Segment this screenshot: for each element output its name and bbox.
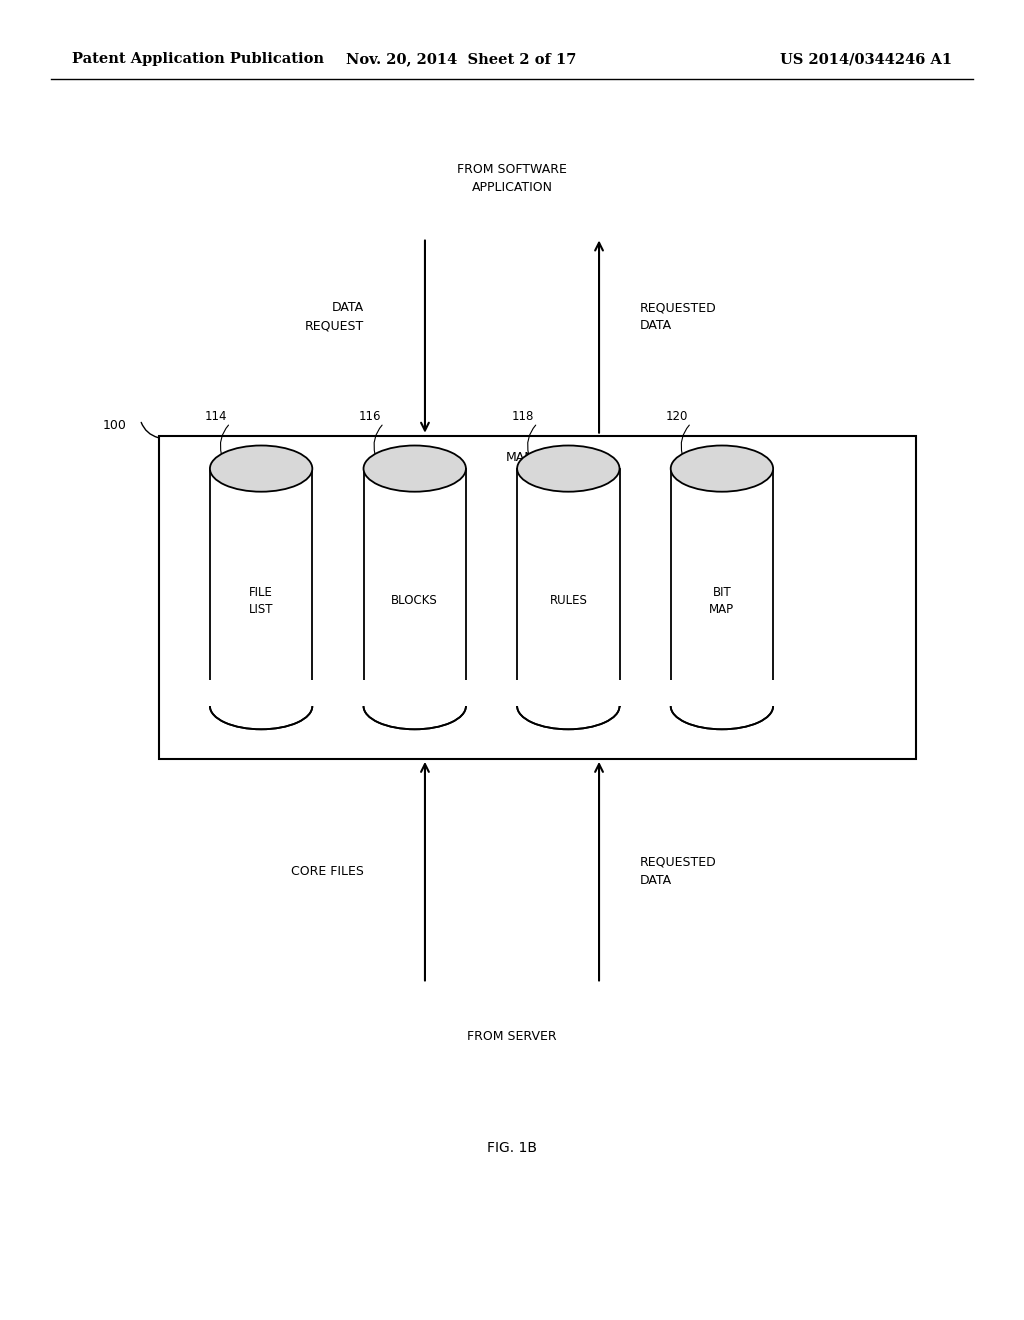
Text: FROM SOFTWARE
APPLICATION: FROM SOFTWARE APPLICATION xyxy=(457,162,567,194)
Text: Nov. 20, 2014  Sheet 2 of 17: Nov. 20, 2014 Sheet 2 of 17 xyxy=(346,53,575,66)
Ellipse shape xyxy=(671,446,773,492)
Text: RULES: RULES xyxy=(550,594,587,607)
Text: US 2014/0344246 A1: US 2014/0344246 A1 xyxy=(780,53,952,66)
Text: Patent Application Publication: Patent Application Publication xyxy=(72,53,324,66)
Ellipse shape xyxy=(517,446,620,492)
Text: FROM SERVER: FROM SERVER xyxy=(467,1030,557,1043)
Ellipse shape xyxy=(364,682,466,729)
Text: DATA
REQUEST: DATA REQUEST xyxy=(304,301,364,333)
Text: 120: 120 xyxy=(666,411,688,422)
Text: MANAGER: MANAGER xyxy=(506,451,569,465)
Text: BIT
MAP: BIT MAP xyxy=(710,586,734,615)
Text: FILE
LIST: FILE LIST xyxy=(249,586,273,615)
Ellipse shape xyxy=(517,682,620,729)
Bar xyxy=(364,469,466,706)
Text: REQUESTED
DATA: REQUESTED DATA xyxy=(640,855,717,887)
Text: 116: 116 xyxy=(358,411,381,422)
Text: 114: 114 xyxy=(205,411,227,422)
Ellipse shape xyxy=(210,682,312,729)
Text: BLOCKS: BLOCKS xyxy=(391,594,438,607)
Ellipse shape xyxy=(364,446,466,492)
Bar xyxy=(517,469,620,706)
Text: 100: 100 xyxy=(102,418,126,432)
Ellipse shape xyxy=(671,682,773,729)
Bar xyxy=(210,469,312,706)
Bar xyxy=(515,681,622,706)
Text: 118: 118 xyxy=(512,411,535,422)
Ellipse shape xyxy=(210,446,312,492)
Bar xyxy=(159,436,916,759)
Bar xyxy=(671,469,773,706)
Bar xyxy=(669,681,775,706)
Bar xyxy=(208,681,314,706)
Text: FIG. 1B: FIG. 1B xyxy=(487,1142,537,1155)
Bar xyxy=(361,681,468,706)
Text: REQUESTED
DATA: REQUESTED DATA xyxy=(640,301,717,333)
Text: CORE FILES: CORE FILES xyxy=(291,865,364,878)
